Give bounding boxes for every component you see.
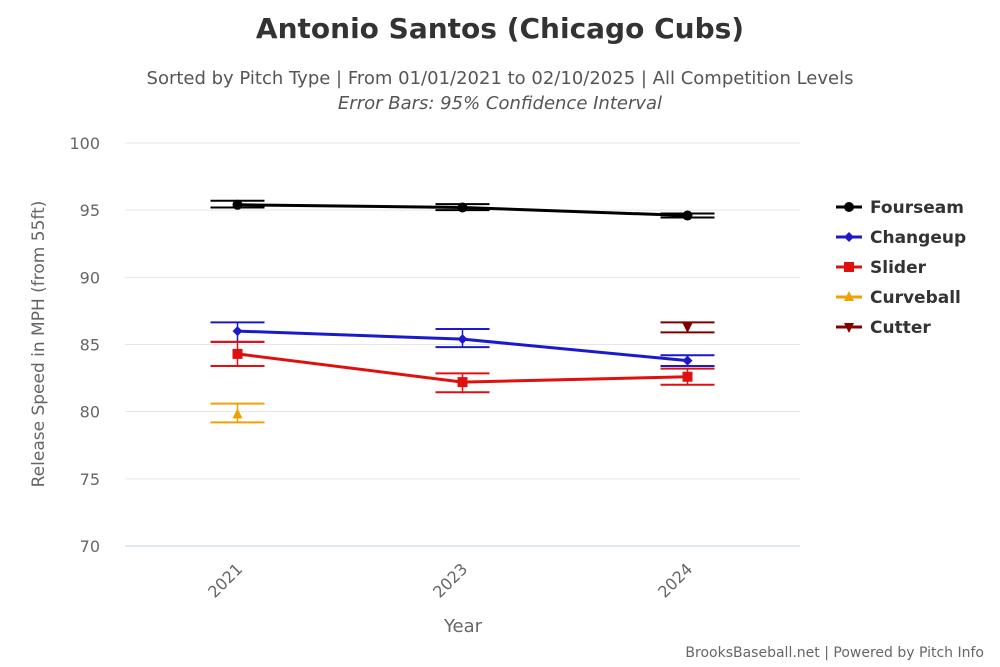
point-curveball bbox=[232, 408, 243, 419]
x-tick-label: 2021 bbox=[204, 559, 246, 601]
y-tick-label: 95 bbox=[80, 201, 100, 220]
chart-title: Antonio Santos (Chicago Cubs) bbox=[255, 12, 745, 45]
x-axis-label: Year bbox=[443, 616, 483, 637]
legend-marker-changeup bbox=[844, 232, 854, 242]
point-fourseam bbox=[457, 202, 468, 213]
legend-marker-cutter bbox=[844, 323, 854, 333]
y-tick-label: 75 bbox=[80, 470, 100, 489]
legend-label-fourseam: Fourseam bbox=[870, 198, 964, 218]
point-slider bbox=[682, 371, 693, 382]
point-fourseam bbox=[682, 210, 693, 221]
legend-label-curveball: Curveball bbox=[870, 288, 961, 308]
point-changeup bbox=[682, 355, 693, 366]
point-fourseam bbox=[232, 199, 243, 210]
y-tick-label: 100 bbox=[69, 134, 100, 153]
y-axis-label: Release Speed in MPH (from 55ft) bbox=[29, 201, 49, 488]
credit: BrooksBaseball.net | Powered by Pitch In… bbox=[685, 645, 984, 661]
point-cutter bbox=[682, 323, 693, 334]
legend-label-slider: Slider bbox=[870, 258, 927, 278]
point-slider bbox=[232, 348, 243, 359]
legend-label-cutter: Cutter bbox=[870, 318, 931, 338]
x-tick-label: 2024 bbox=[654, 559, 696, 601]
y-tick-label: 80 bbox=[80, 403, 100, 422]
legend-marker-curveball bbox=[844, 291, 854, 301]
x-tick-label: 2023 bbox=[429, 559, 471, 601]
chart-subtitle-error-bars: Error Bars: 95% Confidence Interval bbox=[337, 93, 663, 114]
legend-label-changeup: Changeup bbox=[870, 228, 966, 248]
y-tick-label: 85 bbox=[80, 336, 100, 355]
y-tick-label: 70 bbox=[80, 537, 100, 556]
y-tick-label: 90 bbox=[80, 268, 100, 287]
legend-marker-fourseam bbox=[844, 202, 854, 212]
chart-subtitle: Sorted by Pitch Type | From 01/01/2021 t… bbox=[146, 68, 854, 89]
point-changeup bbox=[457, 334, 468, 345]
point-changeup bbox=[232, 326, 243, 337]
point-slider bbox=[457, 377, 468, 388]
legend-marker-slider bbox=[844, 262, 854, 272]
